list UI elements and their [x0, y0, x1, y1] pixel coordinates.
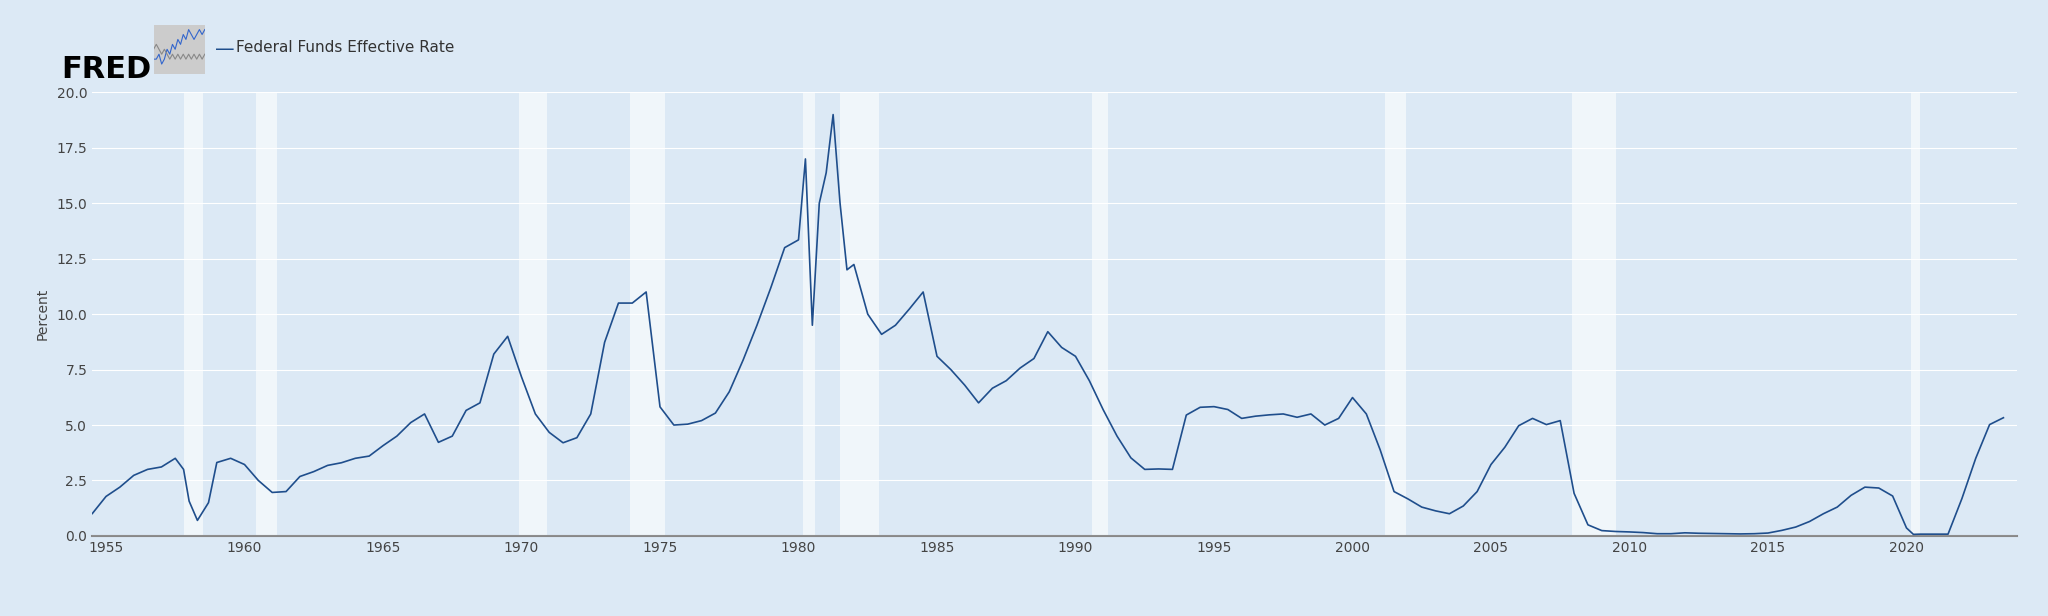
Bar [1092, 92, 1108, 536]
Bar [1911, 92, 1921, 536]
Bar [520, 92, 547, 536]
Bar [631, 92, 666, 536]
Bar [184, 92, 203, 536]
Text: FRED: FRED [61, 55, 152, 84]
Bar [840, 92, 879, 536]
Text: —: — [215, 40, 236, 59]
Bar [256, 92, 276, 536]
Y-axis label: Percent: Percent [35, 288, 49, 340]
Bar [1384, 92, 1405, 536]
Bar [803, 92, 815, 536]
Bar [1573, 92, 1616, 536]
Text: Federal Funds Effective Rate: Federal Funds Effective Rate [236, 40, 455, 55]
